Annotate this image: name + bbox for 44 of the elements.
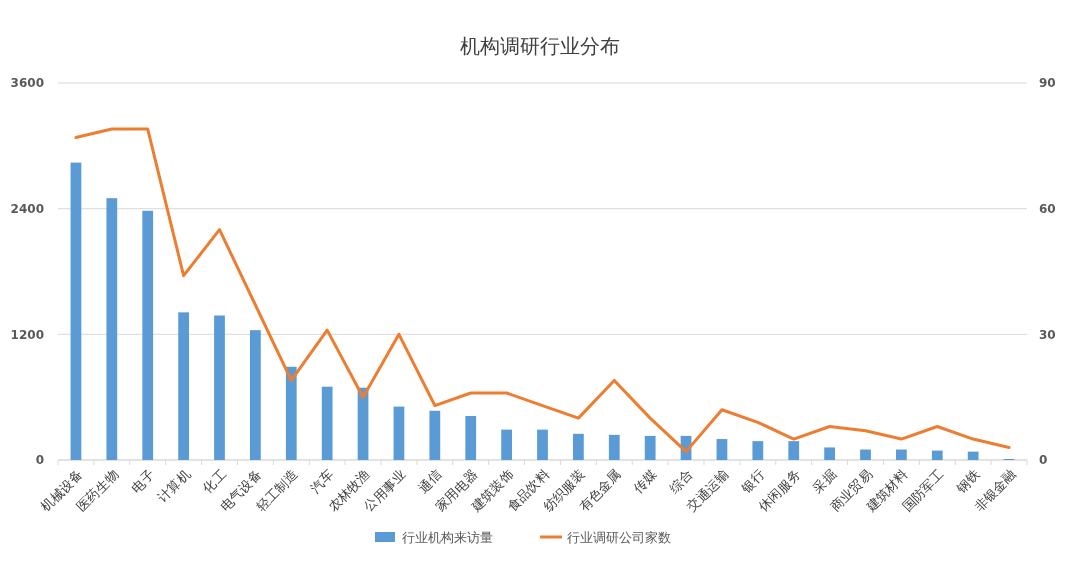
x-tick-label: 银行 bbox=[737, 466, 768, 497]
y-tick-label: 0 bbox=[35, 453, 44, 468]
bar bbox=[752, 441, 764, 460]
bar bbox=[70, 162, 82, 460]
y2-tick-label: 30 bbox=[1039, 327, 1056, 342]
x-tick-label: 钢铁 bbox=[952, 466, 983, 497]
bar bbox=[537, 429, 548, 460]
bar bbox=[142, 210, 154, 460]
bar bbox=[501, 429, 512, 460]
y2-tick-label: 90 bbox=[1039, 76, 1056, 91]
legend-label: 行业机构来访量 bbox=[402, 529, 493, 545]
x-tick-label: 综合 bbox=[666, 466, 696, 496]
chart-title: 机构调研行业分布 bbox=[460, 34, 620, 58]
legend-label: 行业调研公司家数 bbox=[567, 529, 671, 545]
bar bbox=[465, 416, 477, 460]
bar bbox=[106, 198, 118, 460]
line-series bbox=[74, 127, 1011, 454]
bar bbox=[178, 312, 189, 460]
y2-tick-label: 0 bbox=[1039, 453, 1048, 468]
bar bbox=[321, 386, 333, 460]
bar bbox=[393, 406, 405, 460]
bar bbox=[250, 330, 261, 460]
x-tick-label: 传媒 bbox=[630, 466, 660, 496]
x-tick-label: 化工 bbox=[199, 466, 229, 496]
bar bbox=[931, 450, 943, 460]
bar bbox=[824, 447, 835, 460]
bar bbox=[214, 315, 225, 460]
bar bbox=[573, 433, 584, 460]
x-tick-label: 汽车 bbox=[307, 466, 337, 496]
y-tick-label: 1200 bbox=[10, 327, 44, 342]
bar bbox=[429, 410, 441, 460]
x-tick-label: 通信 bbox=[415, 466, 445, 496]
y2-tick-label: 60 bbox=[1039, 201, 1056, 216]
bar bbox=[716, 439, 728, 460]
bar bbox=[896, 449, 907, 460]
bar bbox=[860, 449, 871, 460]
bar bbox=[608, 434, 620, 460]
bar bbox=[285, 366, 297, 460]
bar bbox=[788, 441, 800, 460]
y-tick-label: 3600 bbox=[10, 76, 44, 91]
x-tick-label: 采掘 bbox=[809, 466, 839, 496]
bar bbox=[644, 435, 656, 460]
y-tick-label: 2400 bbox=[10, 201, 44, 216]
bar bbox=[967, 451, 979, 460]
